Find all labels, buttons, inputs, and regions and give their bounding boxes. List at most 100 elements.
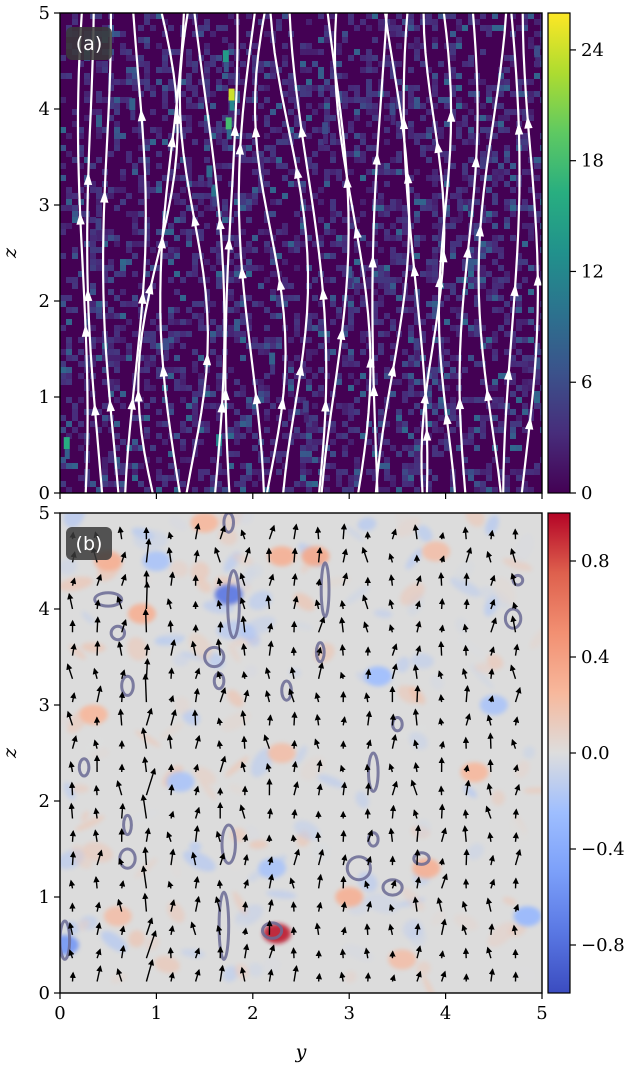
heat-cell <box>108 379 114 385</box>
heat-cell <box>252 409 258 415</box>
heat-cell <box>228 79 234 85</box>
heat-cell <box>120 169 126 175</box>
heat-cell <box>408 295 414 301</box>
heat-cell <box>72 415 78 421</box>
quiver-arrow <box>488 668 495 679</box>
heat-cell <box>330 169 336 175</box>
heat-cell <box>384 463 390 469</box>
heat-cell <box>522 109 528 115</box>
heat-cell <box>234 421 240 427</box>
heat-cell <box>228 271 234 277</box>
heat-cell <box>504 79 510 85</box>
heat-cell <box>240 253 246 259</box>
quiver-arrow <box>69 971 76 982</box>
heat-cell <box>180 319 186 325</box>
heat-cell <box>276 229 282 235</box>
y-tick-label: 4 <box>39 599 50 620</box>
heat-cell <box>534 379 540 385</box>
heat-cell <box>198 199 204 205</box>
heat-cell <box>96 301 102 307</box>
quiver-arrow <box>462 526 469 540</box>
heat-cell <box>90 181 96 187</box>
quiver-arrow <box>93 739 100 749</box>
quiver-arrow <box>170 709 177 726</box>
quiver-arrow <box>242 853 249 866</box>
heat-cell <box>144 229 150 235</box>
field-texture <box>127 637 148 661</box>
streamline-arrowhead <box>446 109 456 122</box>
quiver-arrow <box>364 692 371 703</box>
heat-cell <box>432 145 438 151</box>
heat-cell <box>408 409 414 415</box>
heat-cell <box>432 79 438 85</box>
heat-cell <box>516 79 522 85</box>
heat-cell <box>498 373 504 379</box>
heat-cell <box>348 97 354 103</box>
quiver-arrow <box>96 965 103 982</box>
heat-cell <box>318 73 324 79</box>
heat-cell <box>456 235 462 241</box>
heat-cell <box>426 301 432 307</box>
heat-cell <box>342 37 348 43</box>
heat-cell <box>72 121 78 127</box>
heat-cell <box>114 445 120 451</box>
heat-cell <box>438 217 444 223</box>
heat-cell <box>528 367 534 373</box>
heat-cell <box>222 265 228 271</box>
quiver-arrow <box>340 829 347 842</box>
heat-cell <box>204 49 210 55</box>
heat-cell <box>474 319 480 325</box>
field-texture <box>523 746 536 759</box>
heat-cell <box>282 43 288 49</box>
heat-cell <box>300 457 306 463</box>
heat-cell <box>330 451 336 457</box>
heat-cell <box>414 445 420 451</box>
heat-cell <box>264 391 270 397</box>
heat-cell <box>366 439 372 445</box>
heat-cell <box>432 367 438 373</box>
heat-cell <box>408 175 414 181</box>
heat-cell <box>348 385 354 391</box>
heat-cell <box>342 241 348 247</box>
heat-cell <box>504 313 510 319</box>
field-texture <box>457 636 484 658</box>
heat-cell <box>156 367 162 373</box>
heat-cell <box>138 121 144 127</box>
heat-cell <box>132 241 138 247</box>
y-tick-label: 2 <box>39 791 50 812</box>
heat-cell <box>144 415 150 421</box>
heat-cell <box>66 223 72 229</box>
quiver-arrow <box>486 714 493 726</box>
heat-cell <box>306 439 312 445</box>
quiver-arrow <box>266 807 274 819</box>
heat-cell <box>300 187 306 193</box>
heat-cell <box>246 205 252 211</box>
heat-cell <box>474 259 480 265</box>
heat-cell <box>498 265 504 271</box>
heat-cell <box>270 253 276 259</box>
streamline-arrowhead <box>138 291 147 305</box>
heat-cell <box>312 313 318 319</box>
heat-cell <box>468 397 474 403</box>
heat-cell <box>174 319 180 325</box>
heat-cell <box>120 265 126 271</box>
heat-cell <box>204 157 210 163</box>
heat-cell <box>468 265 474 271</box>
heat-cell <box>204 259 210 265</box>
heat-cell <box>180 115 186 121</box>
heat-cell <box>174 337 180 343</box>
heat-cell <box>114 127 120 133</box>
heat-cell <box>306 133 312 139</box>
heat-cell <box>510 469 516 475</box>
heat-cell <box>138 283 144 289</box>
heat-cell <box>174 253 180 259</box>
quiver-arrow <box>512 808 519 819</box>
heat-cell <box>438 61 444 67</box>
heat-cell <box>498 115 504 121</box>
heat-cell <box>384 163 390 169</box>
quiver-arrow <box>242 833 249 842</box>
heat-cell <box>462 313 468 319</box>
heat-cell <box>156 241 162 247</box>
heat-cell <box>372 373 378 379</box>
heat-cell <box>252 433 258 439</box>
